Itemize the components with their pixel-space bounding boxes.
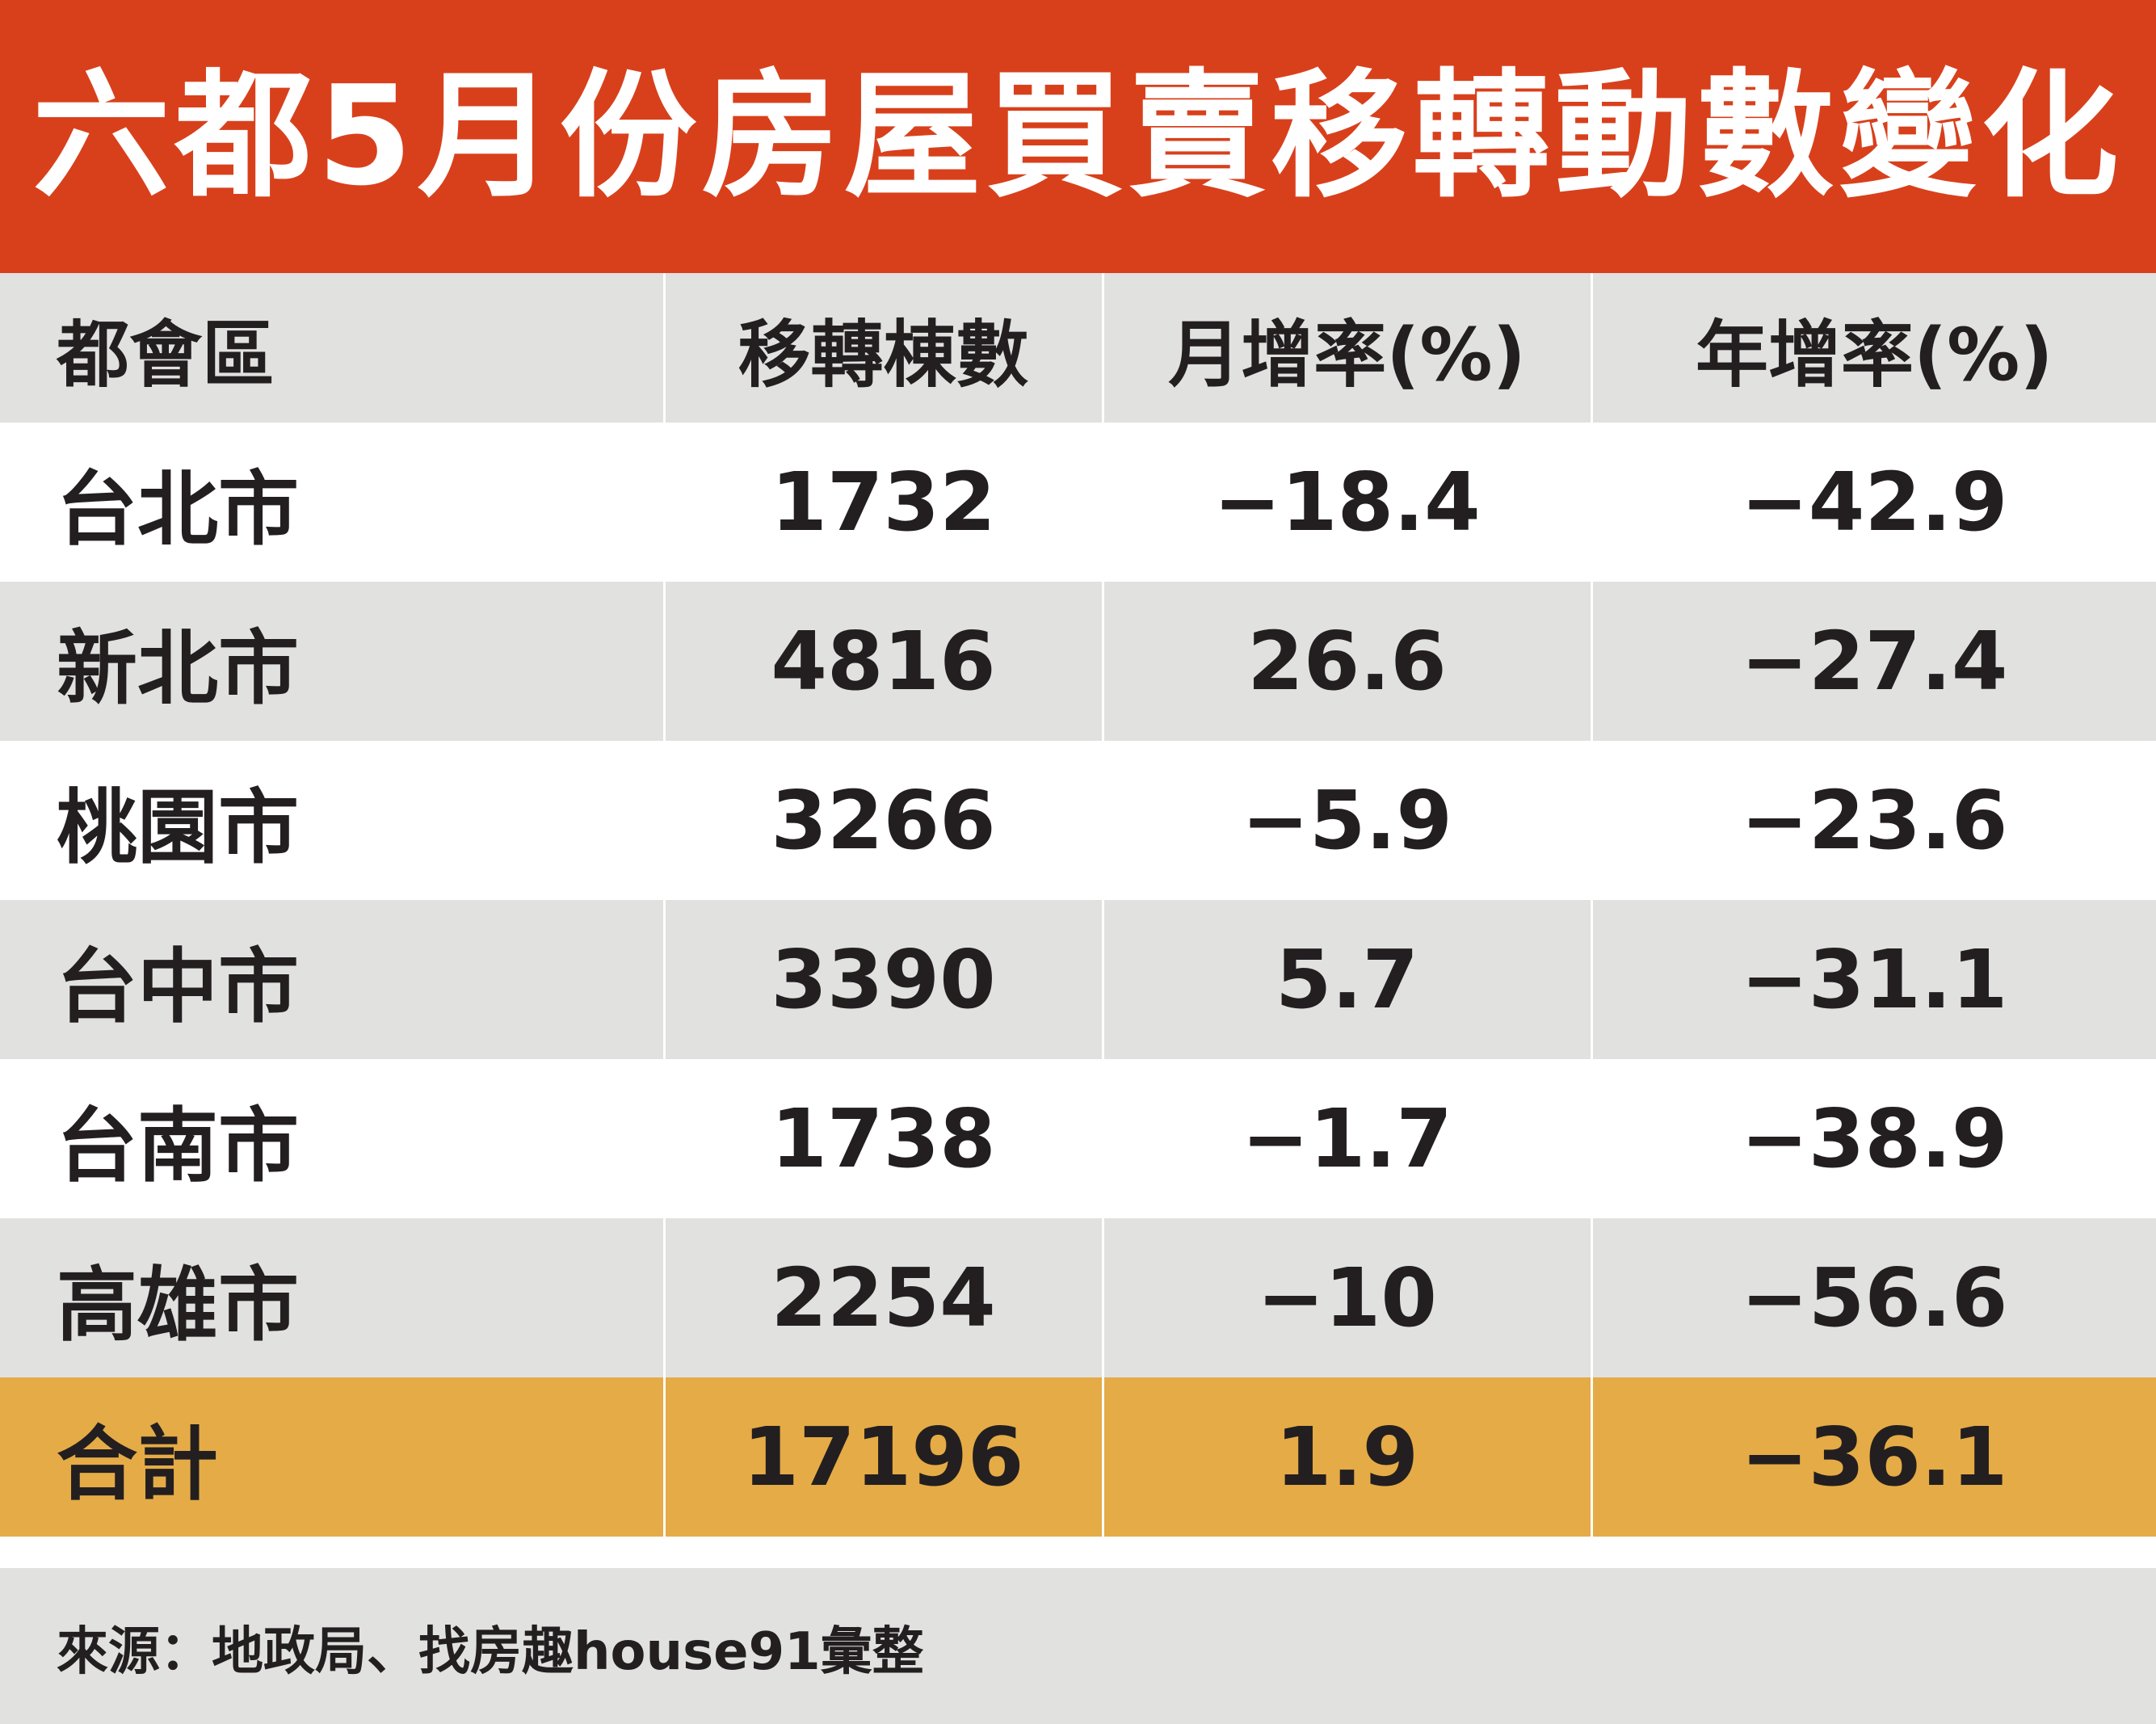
cell-monthly-growth: 5.7	[1101, 900, 1591, 1059]
cell-monthly-growth: 26.6	[1101, 582, 1591, 741]
chart-title: 六都5月份房屋買賣移轉動數變化	[32, 57, 2124, 217]
cell-transfers: 17196	[662, 1377, 1103, 1537]
header-row: 都會區 移轉棟數 月增率(%) 年增率(%)	[0, 273, 2156, 423]
cell-annual-growth: −38.9	[1590, 1059, 2156, 1218]
cell-transfers: 3266	[662, 741, 1103, 900]
cell-region: 台北市	[57, 462, 299, 557]
data-table: 都會區 移轉棟數 月增率(%) 年增率(%) 台北市 1732 −18.4 −4…	[0, 273, 2156, 1537]
cell-region: 高雄市	[0, 1218, 664, 1377]
cell-monthly-growth: −18.4	[1101, 423, 1591, 582]
title-banner: 六都5月份房屋買賣移轉動數變化	[0, 0, 2156, 273]
source-note: 來源：地政局、找房趣house91彙整	[57, 1622, 924, 1682]
cell-annual-growth: −23.6	[1590, 741, 2156, 900]
cell-annual-growth: −31.1	[1590, 900, 2156, 1059]
cell-transfers: 1738	[662, 1059, 1103, 1218]
cell-annual-growth: −27.4	[1590, 582, 2156, 741]
cell-monthly-growth: −5.9	[1101, 741, 1591, 900]
cell-annual-growth: −42.9	[1590, 423, 2156, 582]
cell-region: 新北市	[0, 582, 664, 741]
cell-region: 台南市	[57, 1099, 299, 1193]
header-region: 都會區	[0, 273, 664, 423]
cell-annual-growth: −56.6	[1590, 1218, 2156, 1377]
table-row: 台南市 1738 −1.7 −38.9	[0, 1059, 2156, 1218]
header-annual-growth: 年增率(%)	[1590, 273, 2156, 423]
header-monthly-growth: 月增率(%)	[1101, 273, 1591, 423]
cell-region: 台中市	[0, 900, 664, 1059]
cell-annual-growth: −36.1	[1590, 1377, 2156, 1537]
cell-monthly-growth: −10	[1101, 1218, 1591, 1377]
cell-transfers: 1732	[662, 423, 1103, 582]
table-row: 台中市 3390 5.7 −31.1	[0, 900, 2156, 1059]
cell-monthly-growth: −1.7	[1101, 1059, 1591, 1218]
source-footer: 來源：地政局、找房趣house91彙整	[0, 1568, 2156, 1724]
table-row: 新北市 4816 26.6 −27.4	[0, 582, 2156, 741]
table-row: 高雄市 2254 −10 −56.6	[0, 1218, 2156, 1377]
cell-region: 合計	[0, 1377, 664, 1537]
total-row: 合計 17196 1.9 −36.1	[0, 1377, 2156, 1537]
cell-region: 桃園市	[57, 780, 299, 875]
cell-transfers: 2254	[662, 1218, 1103, 1377]
cell-transfers: 3390	[662, 900, 1103, 1059]
table-row: 台北市 1732 −18.4 −42.9	[0, 423, 2156, 582]
table-row: 桃園市 3266 −5.9 −23.6	[0, 741, 2156, 900]
cell-monthly-growth: 1.9	[1101, 1377, 1591, 1537]
cell-transfers: 4816	[662, 582, 1103, 741]
header-transfers: 移轉棟數	[662, 273, 1103, 423]
